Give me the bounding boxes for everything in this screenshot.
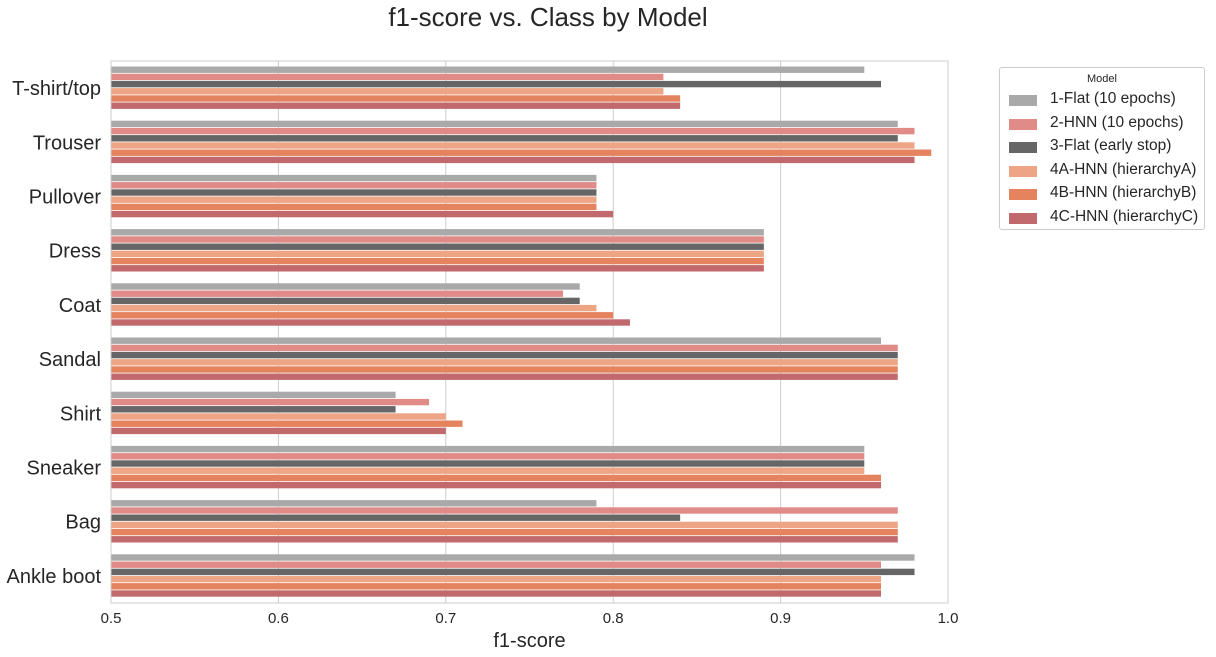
plot-frame bbox=[110, 60, 949, 604]
bar bbox=[111, 304, 597, 312]
bar bbox=[111, 257, 764, 265]
bar bbox=[111, 467, 865, 474]
x-axis-title: f1-score bbox=[493, 630, 565, 652]
category-label: Bag bbox=[65, 512, 101, 534]
bar bbox=[111, 521, 898, 529]
bar bbox=[111, 568, 915, 576]
bar bbox=[111, 500, 597, 507]
bar bbox=[111, 514, 681, 521]
legend-swatch bbox=[1009, 142, 1037, 154]
bar bbox=[111, 453, 865, 460]
bar bbox=[111, 80, 882, 88]
bar bbox=[111, 88, 664, 95]
bar bbox=[111, 351, 898, 359]
legend-label: 4C-HNN (hierarchyC) bbox=[1050, 208, 1199, 225]
bar bbox=[111, 406, 396, 413]
bar bbox=[111, 156, 915, 164]
legend-swatch bbox=[1009, 189, 1037, 201]
category-label: T-shirt/top bbox=[12, 78, 101, 100]
bar bbox=[111, 102, 681, 109]
bar bbox=[111, 210, 614, 218]
bar bbox=[111, 554, 915, 561]
bar bbox=[111, 398, 430, 406]
bar bbox=[111, 474, 882, 482]
bar bbox=[111, 583, 882, 590]
legend-swatch bbox=[1009, 95, 1037, 106]
bar bbox=[111, 229, 764, 236]
bar bbox=[111, 536, 898, 543]
bar bbox=[111, 319, 630, 326]
bar bbox=[111, 189, 597, 196]
legend-swatch bbox=[1009, 213, 1037, 224]
bar bbox=[111, 359, 898, 366]
legend: Model 1-Flat (10 epochs) 2-HNN (10 epochs… bbox=[999, 67, 1205, 230]
bar bbox=[111, 528, 898, 536]
category-label: Trouser bbox=[33, 132, 102, 154]
legend-label: 4A-HNN (hierarchyA) bbox=[1050, 160, 1197, 178]
bar bbox=[111, 590, 882, 597]
legend-swatch bbox=[1009, 118, 1037, 130]
legend-label: 3-Flat (early stop) bbox=[1050, 137, 1172, 155]
bar bbox=[111, 460, 865, 467]
bar bbox=[111, 265, 764, 272]
bar bbox=[111, 243, 764, 250]
category-label: Ankle boot bbox=[6, 566, 101, 588]
bar bbox=[111, 373, 898, 380]
category-label: Sneaker bbox=[27, 458, 102, 480]
x-tick-label: 1.0 bbox=[938, 610, 959, 627]
category-label: Coat bbox=[59, 295, 102, 317]
category-label: Shirt bbox=[60, 403, 102, 425]
bar bbox=[111, 174, 597, 182]
bar bbox=[111, 236, 764, 243]
legend-label: 4B-HNN (hierarchyB) bbox=[1050, 184, 1197, 202]
bar bbox=[111, 507, 898, 514]
bar bbox=[111, 366, 898, 373]
bar bbox=[111, 391, 396, 399]
bar bbox=[111, 427, 446, 435]
bar bbox=[111, 290, 563, 297]
x-tick-label: 0.7 bbox=[435, 610, 456, 627]
bar bbox=[111, 203, 597, 211]
bar bbox=[111, 561, 882, 568]
legend-swatch bbox=[1009, 165, 1037, 177]
x-tick-label: 0.9 bbox=[770, 610, 791, 627]
category-label: Sandal bbox=[39, 349, 101, 371]
x-tick-label: 0.6 bbox=[268, 610, 289, 627]
bar bbox=[111, 135, 898, 142]
bar bbox=[111, 120, 898, 128]
bar bbox=[111, 182, 597, 189]
bar bbox=[111, 420, 463, 427]
legend-title: Model bbox=[1087, 73, 1117, 85]
bar bbox=[111, 413, 446, 420]
x-tick-labels: 0.5 0.6 0.7 0.8 0.9 1.0 bbox=[101, 610, 959, 627]
category-label: Pullover bbox=[29, 187, 102, 209]
bar bbox=[111, 66, 865, 73]
bar bbox=[111, 127, 915, 135]
bar bbox=[111, 337, 882, 344]
bar bbox=[111, 73, 664, 81]
x-tick-label: 0.5 bbox=[101, 610, 122, 627]
bar bbox=[111, 283, 580, 290]
bar bbox=[111, 250, 764, 258]
bar bbox=[111, 344, 898, 352]
category-labels: T-shirt/top Trouser Pullover Dress Coat Sanda… bbox=[6, 78, 101, 588]
bar bbox=[111, 95, 681, 102]
chart-title: f1-score vs. Class by Model bbox=[388, 2, 708, 32]
x-tick-label: 0.8 bbox=[603, 610, 624, 627]
bars bbox=[111, 66, 932, 597]
bar bbox=[111, 445, 865, 453]
bar bbox=[111, 481, 882, 489]
bar bbox=[111, 149, 932, 156]
bar bbox=[111, 297, 580, 305]
legend-label: 2-HNN (10 epochs) bbox=[1050, 113, 1184, 131]
legend-label: 1-Flat (10 epochs) bbox=[1050, 90, 1176, 107]
bar bbox=[111, 312, 614, 319]
category-label: Dress bbox=[49, 241, 101, 263]
bar bbox=[111, 196, 597, 203]
bar bbox=[111, 142, 915, 149]
bar bbox=[111, 575, 882, 583]
